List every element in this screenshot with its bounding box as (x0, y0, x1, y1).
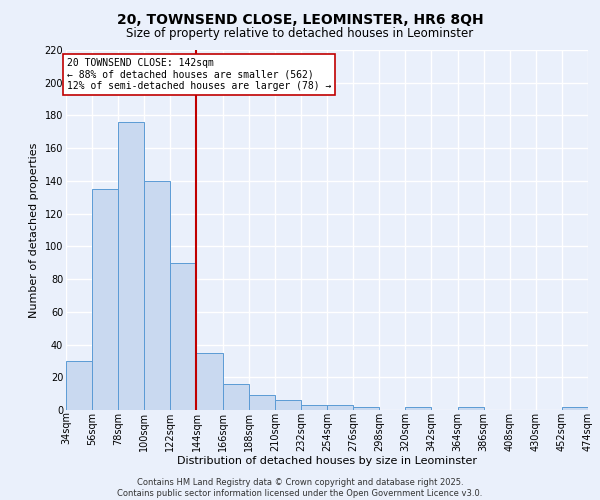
Bar (327, 405, 353, 410)
Bar (275, 400, 301, 410)
Bar (170, 262, 196, 410)
Bar (196, 352, 223, 410)
Bar (406, 406, 431, 410)
Text: Size of property relative to detached houses in Leominster: Size of property relative to detached ho… (127, 28, 473, 40)
Bar (562, 406, 588, 410)
Bar (458, 406, 484, 410)
Bar (249, 396, 275, 410)
Bar (223, 384, 249, 410)
Y-axis label: Number of detached properties: Number of detached properties (29, 142, 39, 318)
Text: 20, TOWNSEND CLOSE, LEOMINSTER, HR6 8QH: 20, TOWNSEND CLOSE, LEOMINSTER, HR6 8QH (116, 12, 484, 26)
Text: Contains HM Land Registry data © Crown copyright and database right 2025.
Contai: Contains HM Land Registry data © Crown c… (118, 478, 482, 498)
Bar (144, 181, 170, 410)
X-axis label: Distribution of detached houses by size in Leominster: Distribution of detached houses by size … (177, 456, 477, 466)
Text: 20 TOWNSEND CLOSE: 142sqm
← 88% of detached houses are smaller (562)
12% of semi: 20 TOWNSEND CLOSE: 142sqm ← 88% of detac… (67, 58, 332, 92)
Bar (92, 189, 118, 410)
Bar (353, 406, 379, 410)
Bar (66, 361, 92, 410)
Bar (118, 122, 144, 410)
Bar (301, 405, 327, 410)
